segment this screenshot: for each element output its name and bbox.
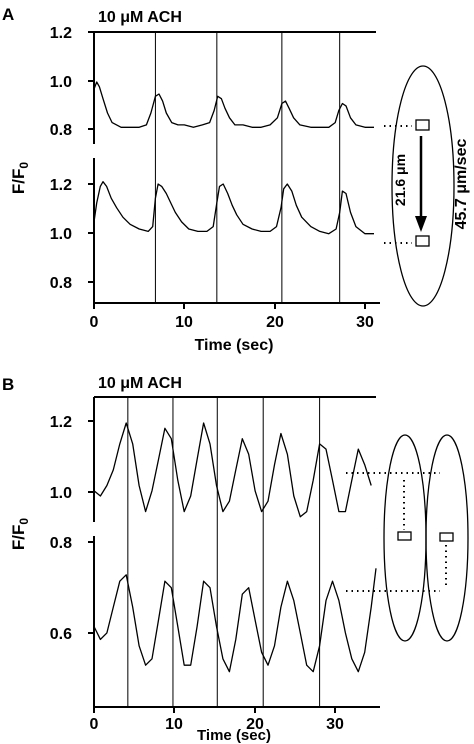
- x-tick-label: 30: [356, 314, 374, 331]
- y-tick-label: 1.0: [50, 74, 72, 91]
- y-tick-label: 0.8: [50, 122, 72, 139]
- series-line-upper: [93, 81, 374, 128]
- x-tick-label: 20: [246, 716, 264, 733]
- y-axis-label-a: F/F0: [9, 162, 31, 195]
- y-tick-label: 0.8: [50, 275, 72, 292]
- stimulus-label-a: 10 μM ACH: [98, 9, 182, 26]
- y-tick-label: 1.2: [50, 177, 72, 194]
- y-tick-label: 1.2: [50, 414, 72, 431]
- x-tick-label: 30: [326, 716, 344, 733]
- series-line-upper: [93, 422, 372, 518]
- event-lines-b: [127, 397, 321, 707]
- x-tick-label: 10: [175, 314, 193, 331]
- y-tick-label: 1.0: [50, 226, 72, 243]
- series-b: [93, 422, 377, 673]
- x-tick-label: 20: [266, 314, 284, 331]
- panel-b: B 10 μM ACH 1.2 1.0 0.8 0.6 F/F0 0 10 20…: [2, 375, 469, 744]
- y-axis-label-b: F/F0: [9, 518, 31, 551]
- x-tick-label: 10: [165, 716, 183, 733]
- cell-outline: [425, 434, 469, 642]
- roi-box: [415, 235, 430, 247]
- event-lines-a: [154, 32, 341, 303]
- roi-box: [415, 119, 430, 131]
- roi-box: [397, 531, 412, 541]
- x-axis-label-a: Time (sec): [195, 337, 274, 354]
- y-tick-label: 0.8: [50, 535, 72, 552]
- panel-a: A 10 μM ACH 1.2 1.0 0.8 1.2 1.0 0.8 F/F0: [2, 5, 470, 354]
- y-tick-label: 0.6: [50, 626, 72, 643]
- stimulus-label-b: 10 μM ACH: [98, 375, 182, 392]
- cell-schematic-a: 21.6 μm 45.7 μm/sec: [391, 65, 470, 307]
- panel-label-b: B: [2, 375, 14, 394]
- velocity-label: 45.7 μm/sec: [453, 139, 470, 230]
- x-axis-label-b: Time (sec): [197, 727, 271, 744]
- wave-arrow-head: [415, 216, 427, 232]
- series-line-lower: [93, 568, 377, 673]
- distance-label: 21.6 μm: [392, 154, 408, 206]
- x-tick-label: 0: [90, 314, 99, 331]
- y-tick-label: 1.0: [50, 485, 72, 502]
- roi-box: [439, 532, 454, 542]
- y-tick-label: 1.2: [50, 25, 72, 42]
- y-ticks-a: [88, 31, 94, 283]
- series-line-lower: [93, 181, 374, 235]
- x-ticks-b: [93, 707, 336, 713]
- panel-label-a: A: [2, 5, 14, 24]
- series-a: [93, 81, 374, 235]
- x-ticks-a: [93, 303, 366, 309]
- y-ticks-b: [88, 420, 94, 634]
- cell-schematics-b: [383, 434, 469, 642]
- x-tick-label: 0: [90, 716, 99, 733]
- cell-outline: [391, 65, 455, 307]
